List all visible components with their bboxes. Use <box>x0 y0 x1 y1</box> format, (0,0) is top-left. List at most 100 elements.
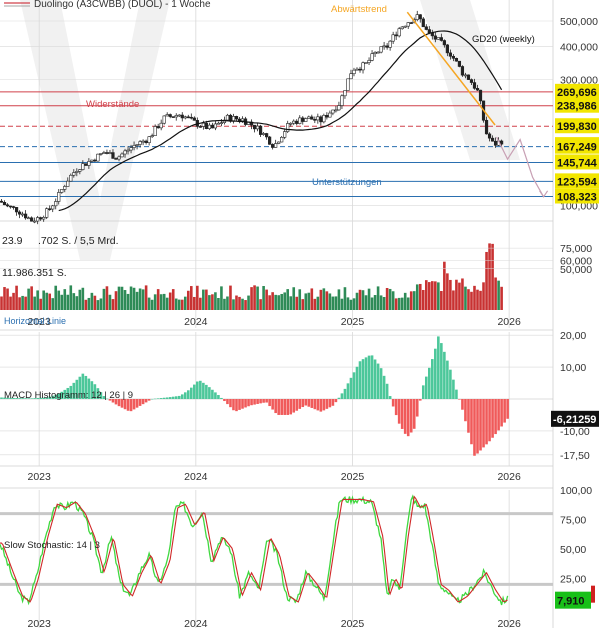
macd-bar <box>464 399 467 422</box>
candle-body <box>171 116 175 118</box>
stoch-tick-label: 100,00 <box>560 485 592 497</box>
macd-bar <box>42 397 45 399</box>
volume-bar <box>150 299 154 310</box>
macd-bar <box>232 399 235 411</box>
candle-body <box>36 217 40 222</box>
stoch-tick-label: 50,00 <box>560 544 586 556</box>
candle-body <box>316 116 320 121</box>
macd-bar <box>36 397 39 399</box>
volume-bar <box>232 299 235 310</box>
x-tick-label: 2024 <box>184 471 208 483</box>
volume-bar <box>455 279 458 310</box>
volume-bar <box>96 300 100 310</box>
candle-body <box>325 115 329 118</box>
volume-bar <box>190 286 193 310</box>
volume-bar <box>470 291 473 310</box>
volume-bar <box>235 295 238 310</box>
candle-body <box>108 152 112 154</box>
macd-bar <box>406 399 410 437</box>
macd-bar <box>343 388 347 399</box>
volume-bar <box>446 273 449 310</box>
volume-bar <box>135 291 139 310</box>
volume-bar <box>0 296 3 310</box>
macd-bar <box>180 394 184 399</box>
volume-bar <box>238 296 241 310</box>
macd-bar <box>6 397 9 399</box>
macd-bar <box>30 398 33 399</box>
level-label-box <box>555 83 599 99</box>
candle-body <box>258 125 263 135</box>
volume-bar <box>301 299 305 310</box>
candle-body <box>234 116 239 120</box>
volume-bar <box>382 296 386 310</box>
volume-bar <box>449 279 452 310</box>
volume-bar <box>21 295 24 310</box>
macd-bar <box>202 382 205 399</box>
candle-body <box>409 22 413 24</box>
volume-bar <box>373 295 377 310</box>
volume-bar <box>304 293 308 310</box>
volume-bar <box>27 288 30 310</box>
macd-bar <box>18 398 21 399</box>
volume-bar <box>229 285 232 310</box>
macd-bar <box>443 351 446 399</box>
candle-body <box>33 220 37 223</box>
macd-bar <box>461 399 464 410</box>
volume-bar <box>434 281 437 310</box>
macd-bar <box>253 399 256 405</box>
candle-body <box>14 207 19 213</box>
macd-bar <box>135 399 139 408</box>
candle-body <box>54 201 58 207</box>
volume-bar <box>313 298 317 310</box>
macd-bar <box>21 398 24 399</box>
macd-bar <box>370 355 374 399</box>
left-info-1: 23.9 <box>2 235 23 247</box>
candle-body <box>454 58 459 62</box>
candle-body <box>156 126 160 129</box>
volume-bar <box>108 294 112 310</box>
level-label: 145,744 <box>557 157 598 169</box>
candle-body <box>307 116 311 119</box>
candle-body <box>117 156 121 160</box>
resist-label: Widerstände <box>86 99 139 110</box>
volume-bar <box>247 295 250 310</box>
candle-body <box>186 116 190 119</box>
volume-bar <box>156 289 160 310</box>
macd-bar <box>3 397 6 399</box>
candle-body <box>484 119 489 135</box>
level-label: 123,594 <box>557 176 598 188</box>
candle-body <box>39 217 43 220</box>
macd-bar <box>485 399 488 445</box>
volume-bar <box>467 289 470 310</box>
candle-body <box>391 34 395 42</box>
macd-bar <box>108 399 112 401</box>
candle-body <box>255 125 260 130</box>
volume-bar <box>165 297 169 310</box>
stoch-d-marker <box>591 585 595 603</box>
volume-bar <box>476 289 479 310</box>
x-tick-label: 2025 <box>341 618 365 628</box>
volume-bar <box>186 290 190 310</box>
volume-bar <box>289 296 293 310</box>
candle-body <box>8 205 13 208</box>
macd-bar <box>292 399 296 413</box>
macd-bar <box>217 395 220 399</box>
chart-header: Duolingo (A3CWBB) (DUOL) - 1 Woche <box>4 0 211 10</box>
candle-body <box>198 126 202 128</box>
volume-bar <box>51 298 55 310</box>
volume-bar <box>87 297 91 310</box>
macd-bar <box>250 399 253 406</box>
candle-body <box>433 35 437 40</box>
macd-bar <box>373 359 377 399</box>
candle-body <box>213 123 218 129</box>
macd-bar <box>156 398 160 399</box>
level-label-box <box>555 188 599 204</box>
macd-bar <box>319 399 323 412</box>
candle-body <box>373 52 377 55</box>
macd-bar <box>500 399 503 427</box>
candle-body <box>219 122 224 124</box>
candle-body <box>30 217 34 222</box>
volume-bar <box>464 286 467 310</box>
candle-body <box>388 40 392 48</box>
macd-bar <box>361 359 365 399</box>
